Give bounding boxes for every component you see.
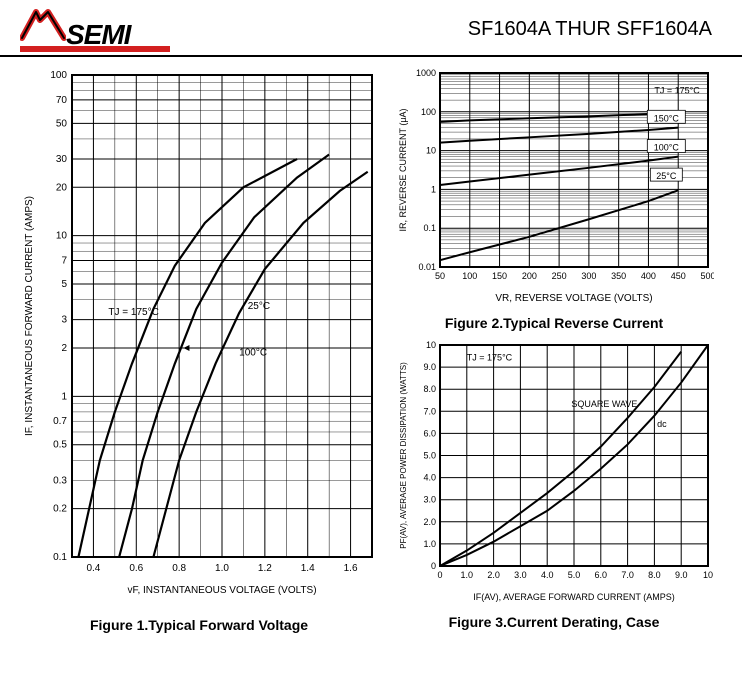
svg-text:10: 10 (426, 341, 436, 350)
figure2-caption: Figure 2.Typical Reverse Current (394, 315, 714, 331)
svg-text:25°C: 25°C (248, 301, 270, 312)
svg-text:250: 250 (552, 271, 567, 281)
svg-text:0.1: 0.1 (53, 552, 67, 563)
figure3-caption: Figure 3.Current Derating, Case (394, 614, 714, 630)
logo: SEMI (20, 8, 130, 51)
svg-text:0: 0 (431, 561, 436, 571)
svg-text:TJ = 175°C: TJ = 175°C (654, 86, 700, 96)
svg-text:1: 1 (61, 391, 67, 402)
svg-text:10: 10 (56, 231, 68, 242)
svg-text:0.6: 0.6 (129, 563, 143, 574)
svg-text:IF(AV), AVERAGE FORWARD CURREN: IF(AV), AVERAGE FORWARD CURRENT (AMPS) (473, 592, 675, 602)
svg-text:2: 2 (61, 343, 67, 354)
svg-text:200: 200 (522, 271, 537, 281)
svg-text:6.0: 6.0 (423, 428, 436, 438)
svg-text:2.0: 2.0 (487, 570, 500, 580)
svg-text:IR, REVERSE CURRENT (μA): IR, REVERSE CURRENT (μA) (398, 108, 408, 231)
svg-text:150°C: 150°C (654, 113, 680, 123)
svg-text:25°C: 25°C (656, 171, 677, 181)
svg-text:TJ = 175°C: TJ = 175°C (108, 307, 158, 318)
svg-text:30: 30 (56, 154, 68, 165)
svg-text:9.0: 9.0 (423, 362, 436, 372)
svg-text:100: 100 (421, 107, 436, 117)
svg-text:SQUARE WAVE: SQUARE WAVE (571, 399, 637, 409)
svg-text:0.1: 0.1 (423, 223, 436, 233)
svg-text:150: 150 (492, 271, 507, 281)
svg-text:20: 20 (56, 182, 68, 193)
figure1-container: 0.4 0.6 0.8 1.0 1.2 1.4 1.6 0.1 0.2 0.3 0.5 0.7 1 2 3 5… (18, 69, 380, 633)
svg-text:3.0: 3.0 (423, 495, 436, 505)
svg-text:0.8: 0.8 (172, 563, 186, 574)
svg-text:450: 450 (671, 271, 686, 281)
svg-text:100: 100 (462, 271, 477, 281)
svg-text:7.0: 7.0 (621, 570, 634, 580)
svg-text:100: 100 (50, 70, 67, 81)
svg-text:70: 70 (56, 95, 68, 106)
svg-text:100°C: 100°C (239, 347, 267, 358)
svg-text:4.0: 4.0 (423, 473, 436, 483)
svg-text:8.0: 8.0 (423, 384, 436, 394)
svg-text:50: 50 (56, 118, 68, 129)
svg-text:0.4: 0.4 (86, 563, 100, 574)
figure1-chart: 0.4 0.6 0.8 1.0 1.2 1.4 1.6 0.1 0.2 0.3 0.5 0.7 1 2 3 5… (18, 69, 380, 599)
svg-text:1.6: 1.6 (344, 563, 358, 574)
svg-text:8.0: 8.0 (648, 570, 661, 580)
svg-text:5.0: 5.0 (568, 570, 581, 580)
svg-text:TJ = 175°C: TJ = 175°C (467, 352, 513, 362)
svg-text:1000: 1000 (416, 69, 436, 78)
svg-text:3: 3 (61, 315, 67, 326)
figure1-caption: Figure 1.Typical Forward Voltage (18, 617, 380, 633)
svg-text:5: 5 (61, 279, 67, 290)
svg-text:6.0: 6.0 (595, 570, 608, 580)
svg-text:1.2: 1.2 (258, 563, 272, 574)
svg-text:1.0: 1.0 (423, 539, 436, 549)
svg-text:2.0: 2.0 (423, 517, 436, 527)
svg-text:1: 1 (431, 184, 436, 194)
svg-text:0.2: 0.2 (53, 504, 67, 515)
svg-text:0.01: 0.01 (418, 262, 436, 272)
svg-text:VR, REVERSE VOLTAGE (VOLTS): VR, REVERSE VOLTAGE (VOLTS) (495, 293, 652, 304)
logo-underline (20, 46, 170, 52)
svg-text:10: 10 (426, 146, 436, 156)
figure2-chart: 50 100 150 200 250 300 350 400 450 500 0.01 0.1 1 10 1… (394, 69, 714, 307)
svg-text:IF, INSTANTANEOUS FORWARD CURR: IF, INSTANTANEOUS FORWARD CURRENT (AMPS) (24, 196, 35, 436)
svg-text:500: 500 (700, 271, 714, 281)
svg-text:4.0: 4.0 (541, 570, 554, 580)
svg-text:1.0: 1.0 (461, 570, 474, 580)
svg-text:400: 400 (641, 271, 656, 281)
svg-text:vF, INSTANTANEOUS VOLTAGE (VOL: vF, INSTANTANEOUS VOLTAGE (VOLTS) (127, 585, 316, 596)
svg-text:100°C: 100°C (654, 143, 680, 153)
svg-text:dc: dc (657, 419, 667, 429)
svg-text:PF(AV), AVERAGE POWER DISSIPAT: PF(AV), AVERAGE POWER DISSIPATION (WATTS… (399, 362, 408, 549)
logo-stroke-icon (20, 8, 66, 44)
svg-text:1.4: 1.4 (301, 563, 315, 574)
svg-text:9.0: 9.0 (675, 570, 688, 580)
svg-text:7: 7 (61, 256, 67, 267)
svg-text:0.5: 0.5 (53, 440, 67, 451)
svg-text:5.0: 5.0 (423, 451, 436, 461)
content: 0.40.60.81.01.21.41.60.10.20.30.50.71235… (0, 57, 742, 633)
svg-text:0.3: 0.3 (53, 475, 67, 486)
svg-text:1.0: 1.0 (215, 563, 229, 574)
svg-text:50: 50 (435, 271, 445, 281)
figure3-chart: 0 1.0 2.0 3.0 4.0 5.0 6.0 7.0 8.0 9.0 10 0 1.0 2.0 3.0… (394, 341, 714, 606)
svg-text:0: 0 (437, 570, 442, 580)
svg-text:7.0: 7.0 (423, 406, 436, 416)
svg-text:3.0: 3.0 (514, 570, 527, 580)
part-number: SF1604A THUR SFF1604A (468, 18, 712, 41)
svg-text:350: 350 (611, 271, 626, 281)
svg-text:10: 10 (703, 570, 713, 580)
svg-text:0.7: 0.7 (53, 416, 67, 427)
svg-text:300: 300 (581, 271, 596, 281)
